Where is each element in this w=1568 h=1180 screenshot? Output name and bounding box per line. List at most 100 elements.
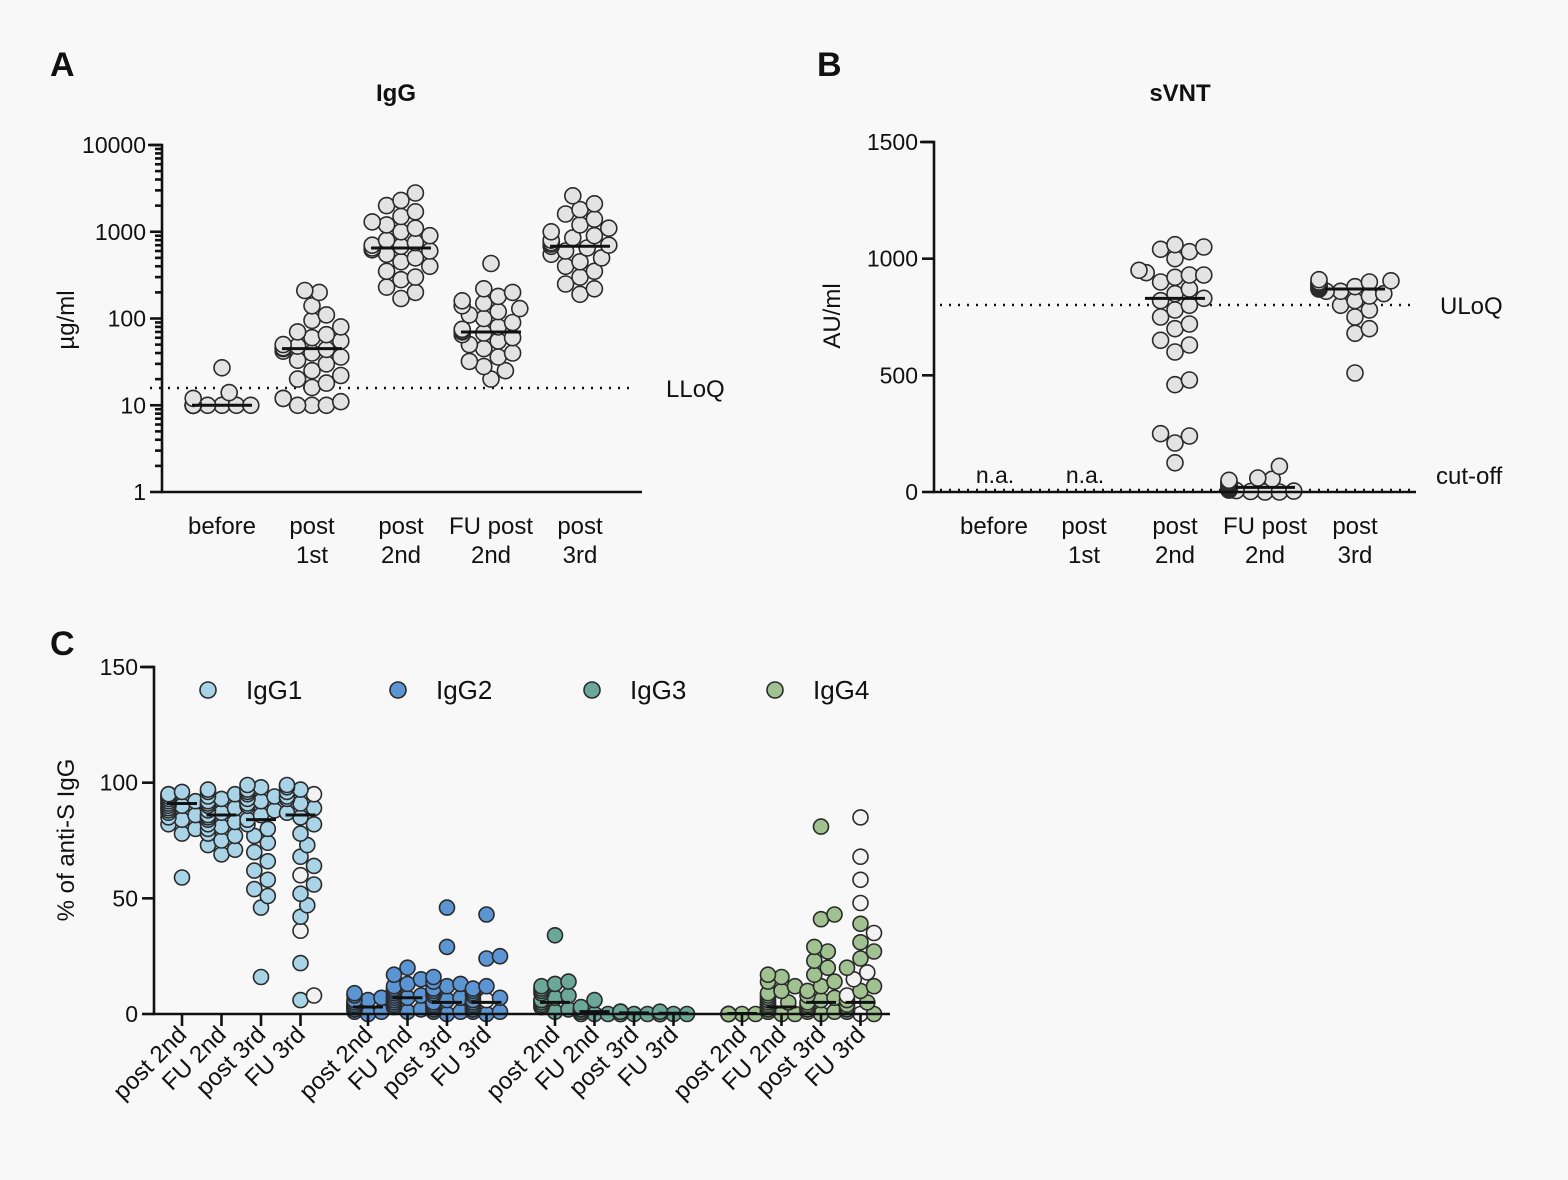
panel-b-point-4-1 [1346,324,1364,343]
panel-a-point-2-8 [406,249,425,267]
panel-c-point-igg4-3-20 [852,871,869,889]
panel-a-point-2-26 [406,184,425,202]
panel-c-point-igg2-1-20 [399,959,416,977]
panel-c-point-igg1-1-24 [199,781,217,798]
panel-c-point-igg2-3-17 [478,977,495,995]
panel-b-point-2-8 [1151,331,1170,350]
panel-c-point-igg2-3-19 [491,947,509,965]
panel-b-point-2-23 [1130,261,1148,280]
panel-a-point-1-22 [303,328,321,347]
panel-a-point-2-1 [406,283,425,302]
panel-c-point-igg4-1-20 [759,966,777,984]
panel-b-ytick-label-1: 500 [880,362,918,388]
panel-a-point-3-17 [474,309,493,328]
panel-b-point-2-26 [1151,240,1170,259]
panel-a-point-2-6 [420,257,439,276]
panel-a-point-3-14 [453,320,472,339]
panel-c-point-igg1-0-23 [173,783,191,801]
panel-a-point-2-13 [392,237,410,256]
panel-c-point-igg2-0-19 [346,984,363,1002]
panel-a-points [184,184,618,415]
panel-c-point-igg1-0-22 [160,785,177,803]
panel-a-point-1-13 [331,348,350,366]
panel-a-point-4-21 [585,210,604,228]
panel-a-point-1-23 [317,325,336,344]
panel-a-point-2-19 [406,219,425,237]
legend-marker-igg1 [199,681,217,699]
panel-b-point-3-22 [1220,471,1238,490]
panel-c-point-igg4-2-15 [819,959,837,977]
panel-c-point-igg1-3-15 [278,804,296,822]
panel-b-point-2-10 [1180,315,1199,333]
panel-a-point-1-25 [331,318,350,336]
panel-c-point-igg1-3-12 [292,825,309,842]
panel-a-point-4-0 [571,285,589,304]
panel-c-point-igg3-0-18 [546,926,564,944]
panel-b-point-4-0 [1346,364,1364,382]
panel-a-medians [192,244,610,407]
panel-c-point-igg4-3-17 [865,924,883,942]
panel-a-point-3-27 [482,254,500,273]
panel-a-point-2-4 [406,268,425,286]
panel-a-point-1-26 [303,311,321,330]
panel-a-point-3-6 [474,339,493,358]
panel-a-point-2-24 [377,196,396,215]
panel-b-point-2-0 [1166,453,1184,472]
panel-b-point-4-14 [1346,277,1364,296]
panel-a-point-3-20 [510,299,529,318]
panel-b-point-4-22 [1382,271,1400,290]
panel-a-point-3-22 [474,294,493,313]
panel-a-point-4-19 [599,219,618,237]
panel-c-point-igg1-1-1 [226,841,244,859]
panel-a-point-3-25 [503,283,522,302]
panel-c-point-igg2-3-16 [464,980,482,997]
panel-a-cat-2-line-0: post [378,513,424,540]
panel-b-cat-4-line-1: 3rd [1338,542,1373,569]
panel-b-point-2-27 [1195,238,1213,256]
panel-c-point-igg4-3-16 [852,933,869,951]
panel-b-ytick-label-0: 0 [905,479,918,505]
panel-a-point-2-10 [420,242,439,260]
panel-c-ytick-label-2: 100 [100,770,138,796]
panel-c-point-igg1-3-3 [292,922,309,940]
panel-c-point-igg3-0-16 [546,975,564,993]
panel-c-point-igg1-2-8 [259,834,277,852]
legend-marker-igg4 [766,681,784,699]
panel-c-point-igg4-2-18 [805,938,823,956]
panel-b-point-4-23 [1310,270,1328,289]
panel-b-point-2-4 [1166,375,1184,394]
panel-c-point-igg2-2-21 [438,938,456,956]
panel-b-na-post-1st: n.a. [1066,462,1104,488]
panel-a-point-1-11 [317,355,336,373]
panel-b-point-2-9 [1166,319,1184,338]
panel-a-point-4-1 [585,279,604,298]
panel-a-point-4-25 [563,187,582,205]
legend-marker-igg3 [583,681,601,699]
panel-b-point-2-28 [1166,235,1184,254]
panel-c-point-igg4-3-15 [865,943,883,960]
panel-c-point-igg4-2-21 [812,818,830,835]
panel-a-ytick-label-0: 1 [133,479,146,505]
panel-a-point-4-2 [556,275,575,293]
panel-b-point-2-12 [1166,301,1184,319]
panel-b-point-2-18 [1151,273,1170,291]
panel-c-point-igg1-2-5 [246,862,263,879]
panel-c-point-igg1-2-2 [259,887,277,905]
panel-b-cat-1-line-1: 1st [1068,542,1100,569]
panel-c-point-igg1-3-6 [292,885,309,903]
panel-b-point-4-3 [1346,308,1364,326]
panel-c-point-igg1-3-24 [278,776,296,794]
panel-b-point-4-2 [1360,319,1379,338]
panel-b-point-2-25 [1180,242,1199,261]
panel-a-ytick-label-3: 1000 [95,219,146,245]
panel-a-cat-2-line-1: 2nd [381,542,421,569]
panel-a-point-1-7 [317,374,336,392]
panel-a-point-2-17 [420,226,439,245]
panel-c-point-igg1-3-13 [305,815,323,833]
panel-a-label: A [50,46,75,84]
panel-a-point-3-4 [489,348,508,366]
panel-c-point-igg2-3-20 [478,906,495,923]
panel-b-point-4-9 [1331,282,1350,301]
